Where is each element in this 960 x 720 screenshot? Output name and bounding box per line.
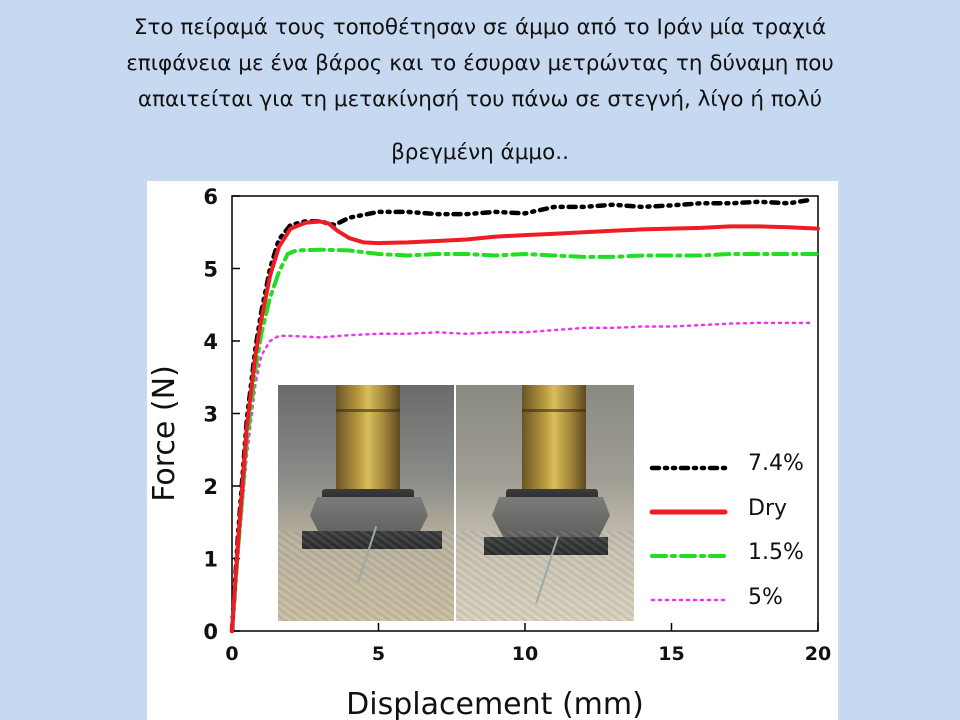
y-tick-label: 2 [203,475,218,499]
force-displacement-chart: 0 5 10 15 20 0 1 2 3 4 5 6 Displacement (mm) Force (N… [147,185,831,720]
legend-label-dry: Dry [748,496,788,521]
series-line-1 [230,219,820,633]
slide-title: Στο πείραμά τους τοποθέτησαν σε άμμο από… [40,10,920,171]
inset-photo-left [278,385,454,621]
y-tick-label: 6 [203,185,218,209]
x-axis-label: Displacement (mm) [346,687,644,720]
legend-label-5: 5% [748,585,783,610]
legend-label-7-4: 7.4% [748,451,804,476]
chart-figure: 0 5 10 15 20 0 1 2 3 4 5 6 Displacement (mm) Force (N… [147,181,838,720]
title-line-4: βρεγμένη άμμο.. [391,140,569,165]
y-axis-label: Force (N) [147,365,182,502]
series-line-2 [230,247,820,633]
x-tick-label: 20 [805,643,831,665]
x-tick-label: 0 [225,643,238,665]
title-line-2: επιφάνεια με ένα βάρος και το έσυραν μετ… [126,51,834,76]
x-tick-label: 15 [658,643,684,665]
title-line-3: απαιτείται για τη μετακίνησή του πάνω σε… [137,87,823,112]
y-tick-label: 3 [203,403,218,427]
y-tick-label: 0 [203,620,218,644]
y-tick-label: 4 [203,330,218,354]
series-line-3 [230,321,814,633]
x-tick-label: 10 [512,643,538,665]
inset-photo-right [456,385,634,621]
legend-label-1-5: 1.5% [748,540,804,565]
title-line-1: Στο πείραμά τους τοποθέτησαν σε άμμο από… [133,15,827,40]
y-tick-label: 1 [203,548,218,572]
x-tick-label: 5 [372,643,385,665]
y-tick-label: 5 [203,258,218,282]
